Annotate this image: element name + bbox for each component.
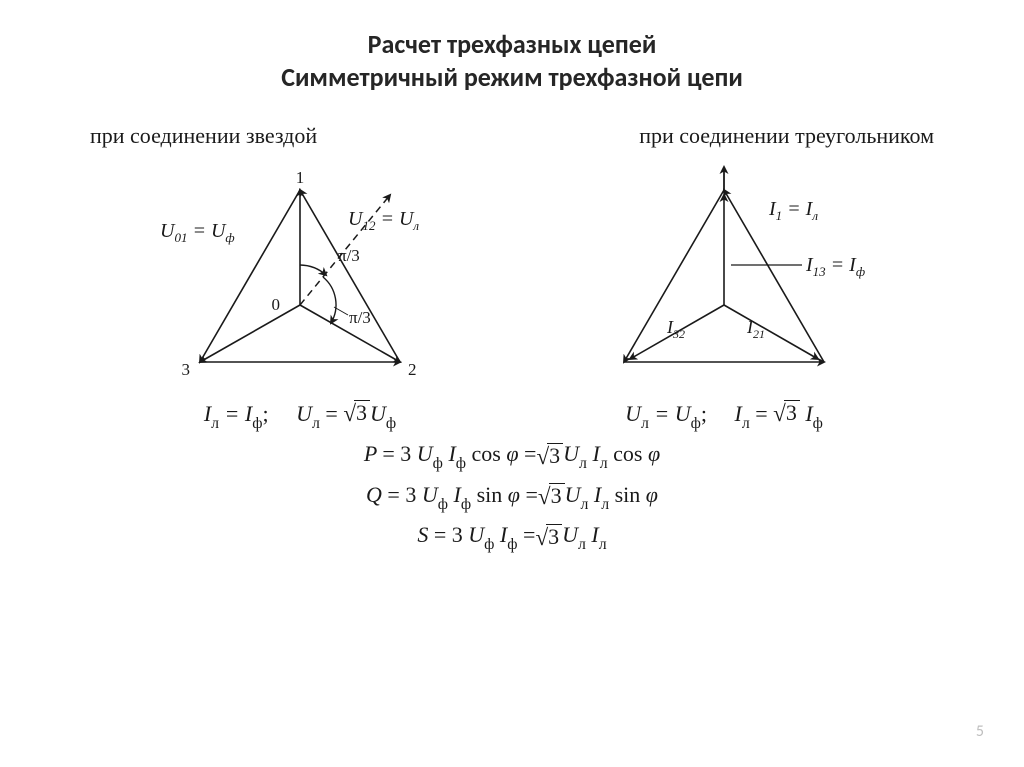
star-column: при соединении звездой [90, 123, 510, 431]
star-rel-I: Iл = Iф; [204, 401, 269, 426]
angle-arc-lower [323, 277, 336, 323]
label-pi3-upper: π/3 [338, 246, 360, 265]
title-line-1: Расчет трехфазных цепей [0, 28, 1024, 61]
delta-rel-U: Uл = Uф; [625, 401, 707, 426]
formula-P: P = 3 Uф Iф cos φ = √3 Uл Iл cos φ [0, 441, 1024, 471]
delta-heading: при соединении треугольником [514, 123, 934, 149]
delta-relations: Uл = Uф; Iл = √3 Iф [514, 400, 934, 431]
label-I1: I1 = Iл [768, 198, 818, 223]
star-heading: при соединении звездой [90, 123, 510, 149]
formula-S: S = 3 Uф Iф = √3 Uл Iл [0, 522, 1024, 552]
label-2: 2 [408, 360, 417, 379]
columns: при соединении звездой [0, 93, 1024, 431]
title-block: Расчет трехфазных цепей Симметричный реж… [0, 0, 1024, 93]
delta-diagram: I1 = Iл I13 = Iф I21 I32 [514, 155, 934, 395]
edge-1-3 [200, 190, 300, 362]
star-rel-U: Uл = √3Uф [296, 401, 396, 426]
delta-column: при соединении треугольником [514, 123, 934, 431]
slide: Расчет трехфазных цепей Симметричный реж… [0, 0, 1024, 767]
label-1: 1 [296, 168, 305, 187]
phase-0-3 [200, 305, 300, 362]
angle-arc-upper [300, 265, 326, 275]
star-relations: Iл = Iф; Uл = √3Uф [90, 400, 510, 431]
page-number: 5 [976, 722, 984, 741]
label-3: 3 [182, 360, 191, 379]
d-i21 [724, 305, 818, 359]
label-u12: U12 = Uл [348, 208, 419, 233]
power-formulas: P = 3 Uф Iф cos φ = √3 Uл Iл cos φ Q = 3… [0, 441, 1024, 552]
label-0: 0 [272, 295, 281, 314]
label-u01: U01 = Uф [160, 220, 235, 245]
star-diagram: 0 1 2 3 U01 = Uф U12 = Uл π/3 π/3 [90, 155, 510, 395]
formula-Q: Q = 3 Uф Iф sin φ = √3 Uл Iл sin φ [0, 482, 1024, 512]
title-line-2: Симметричный режим трехфазной цепи [0, 61, 1024, 94]
label-I13: I13 = Iф [805, 254, 865, 279]
label-pi3-lower: π/3 [349, 308, 371, 327]
label-I21: I21 [746, 317, 765, 341]
delta-rel-I: Iл = √3 Iф [734, 401, 822, 426]
